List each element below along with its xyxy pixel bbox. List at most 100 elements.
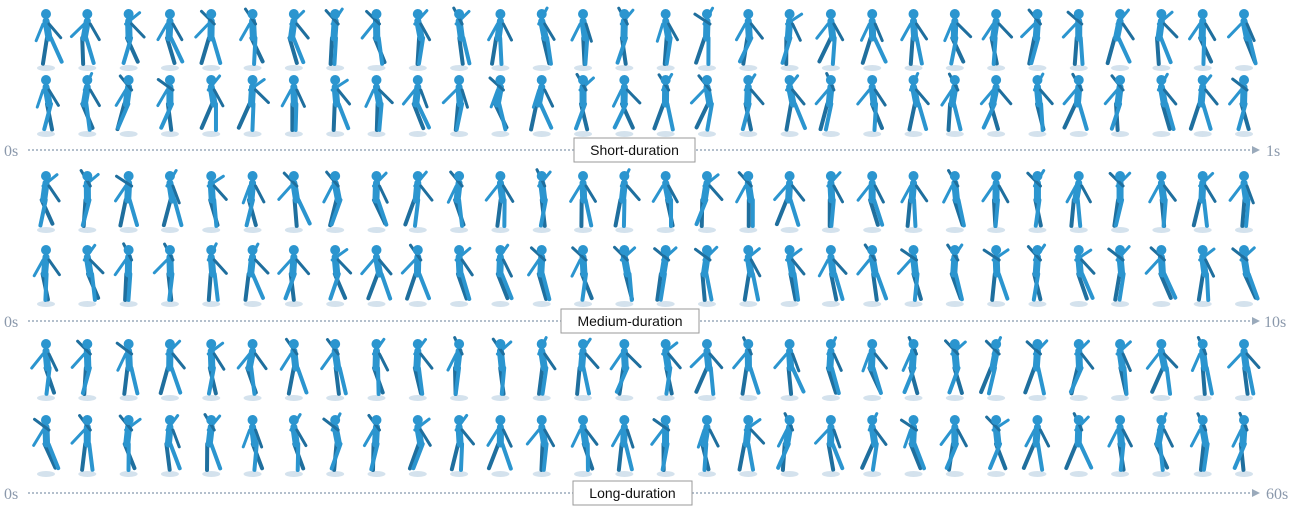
dance-pose-figure	[732, 336, 761, 401]
dance-pose-figure	[532, 336, 557, 401]
dance-pose-figure	[1026, 243, 1047, 307]
dance-pose-figure	[239, 7, 265, 71]
dance-pose-figure	[1228, 171, 1255, 233]
dance-pose-figure	[78, 169, 100, 233]
dance-pose-figure	[194, 9, 223, 71]
dance-pose-figure	[1061, 9, 1088, 71]
timelines: 0s 1s Short-duration 0s 10s Medium-durat…	[4, 137, 1288, 506]
duration-label: Medium-duration	[577, 313, 682, 329]
dance-pose-figure	[284, 413, 308, 477]
dance-pose-figure	[773, 339, 806, 401]
dance-pose-figure	[693, 6, 716, 71]
dance-pose-figure	[901, 336, 923, 401]
dance-pose-figure	[70, 339, 97, 401]
dance-pose-figure	[491, 243, 514, 307]
dance-pose-figure	[277, 171, 312, 233]
dance-pose-figure	[1105, 8, 1135, 71]
dance-pose-figure	[696, 415, 720, 477]
dance-pose-figure	[364, 75, 394, 137]
dance-pose-figure	[279, 337, 309, 401]
dance-pose-figure	[284, 9, 310, 71]
dance-pose-figure	[780, 74, 807, 137]
dance-pose-figure	[1021, 415, 1051, 477]
dance-pose-figure	[656, 339, 682, 401]
end-time-label: 60s	[1266, 486, 1288, 503]
dance-pose-figure	[653, 245, 678, 307]
dance-pose-figure	[1020, 8, 1047, 71]
dance-pose-figure	[34, 9, 64, 71]
dance-pose-figure	[609, 339, 642, 401]
dance-pose-figure	[821, 336, 843, 401]
dance-pose-figure	[570, 9, 593, 71]
dance-pose-figure	[979, 336, 1006, 401]
dance-pose-figure	[156, 9, 185, 71]
dance-pose-figure	[322, 170, 345, 233]
dance-pose-figure	[32, 245, 61, 307]
dance-pose-figure	[532, 168, 552, 233]
dance-pose-figure	[1103, 74, 1130, 137]
dance-pose-figure	[119, 9, 146, 71]
timeline-long: 0s 60s Long-duration	[4, 480, 1288, 506]
dance-pose-figure	[615, 6, 635, 71]
dance-pose-figure	[613, 168, 641, 233]
dance-pose-figure	[1152, 72, 1178, 137]
dance-pose-figure	[1188, 74, 1219, 137]
dance-pose-figure	[450, 6, 472, 71]
dance-pose-figure	[570, 245, 594, 307]
dance-pose-figure	[326, 75, 352, 137]
dance-pose-figure	[856, 171, 885, 233]
dance-pose-figure	[899, 415, 927, 477]
dance-pose-figure	[814, 71, 840, 137]
dance-pose-figure	[158, 339, 186, 401]
dance-pose-figure	[450, 245, 474, 307]
dance-pose-figure	[1228, 75, 1253, 137]
dance-pose-figure	[904, 71, 930, 137]
dance-pose-figure	[734, 9, 764, 71]
dance-pose-figure	[689, 74, 716, 137]
dance-pose-figure	[78, 72, 101, 137]
start-time-label: 0s	[4, 314, 18, 331]
dance-pose-figure	[861, 339, 888, 401]
end-time-label: 10s	[1264, 314, 1286, 331]
dance-pose-figure	[78, 243, 105, 307]
dance-pose-figure	[780, 9, 804, 71]
dance-pose-figure	[32, 415, 61, 477]
dance-pose-figure	[943, 9, 973, 71]
pose-row	[30, 336, 1261, 401]
start-time-label: 0s	[4, 486, 18, 503]
dance-pose-figure	[944, 339, 967, 401]
timeline-arrowhead	[1252, 146, 1260, 154]
dance-pose-figure	[942, 169, 966, 233]
dance-pose-figure	[1231, 411, 1253, 477]
dance-pose-figure	[360, 245, 393, 307]
dance-pose-figure	[981, 9, 1014, 71]
dance-pose-figure	[280, 75, 306, 137]
duration-label: Short-duration	[590, 142, 679, 158]
dance-pose-figure	[202, 242, 228, 307]
dance-pose-figure	[407, 415, 432, 477]
dance-pose-figure	[1065, 171, 1092, 233]
dance-pose-figure	[243, 242, 270, 307]
dance-pose-figure	[694, 245, 719, 307]
dance-pose-figure	[488, 75, 510, 137]
dance-pose-figure	[367, 171, 389, 233]
dance-pose-figure	[487, 9, 513, 71]
dance-pose-figure	[322, 412, 345, 477]
pose-row	[32, 411, 1253, 477]
dance-pose-figure	[324, 7, 345, 71]
dance-pose-figure	[900, 171, 929, 233]
dance-pose-figure	[1145, 339, 1179, 401]
dance-pose-figure	[1111, 339, 1132, 401]
pose-row	[37, 168, 1255, 233]
dance-pose-figure	[1107, 415, 1133, 477]
dance-pose-figure	[896, 245, 923, 307]
dance-pose-figure	[1068, 339, 1095, 401]
dance-pose-figure	[650, 415, 675, 477]
dance-pose-figure	[1188, 9, 1217, 71]
dance-pose-figure	[236, 75, 270, 137]
dance-pose-figure	[780, 245, 806, 307]
dance-pose-figure	[160, 169, 184, 233]
dance-pose-figure	[856, 75, 887, 137]
dance-pose-figure	[118, 414, 142, 477]
dance-pose-figure	[655, 9, 679, 71]
